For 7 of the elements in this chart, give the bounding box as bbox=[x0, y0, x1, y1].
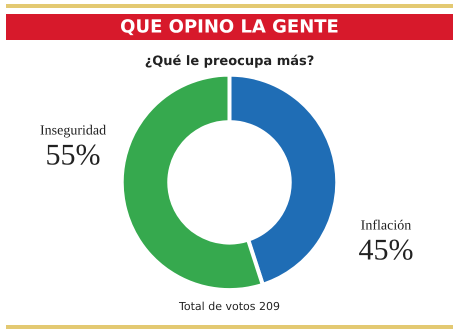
chart-subtitle: ¿Qué le preocupa más? bbox=[144, 54, 314, 69]
data-label: 45% bbox=[358, 234, 414, 266]
slice-label: Inseguridad bbox=[40, 124, 106, 138]
chart-title: QUE OPINO LA GENTE bbox=[120, 16, 339, 38]
slice-label: Inflación bbox=[360, 218, 412, 234]
text: Total de votos 209 bbox=[178, 300, 280, 313]
data-label: 55% bbox=[46, 138, 101, 172]
